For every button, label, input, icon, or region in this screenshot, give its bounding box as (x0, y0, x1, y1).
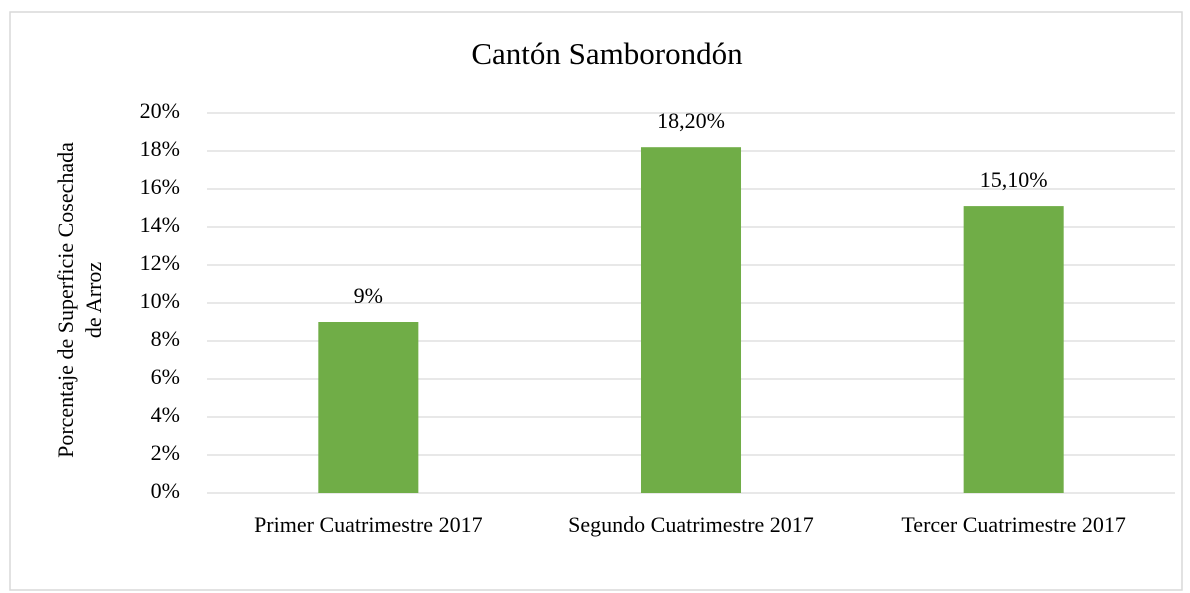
x-tick-label: Tercer Cuatrimestre 2017 (901, 512, 1126, 537)
y-axis-label: de Arroz (81, 262, 106, 339)
y-tick-label: 0% (151, 478, 180, 503)
y-tick-label: 20% (140, 98, 180, 123)
bar (640, 147, 742, 493)
data-label: 9% (354, 283, 383, 308)
y-tick-label: 16% (140, 174, 180, 199)
y-tick-label: 2% (151, 440, 180, 465)
y-tick-label: 4% (151, 402, 180, 427)
y-tick-label: 14% (140, 212, 180, 237)
bar (318, 322, 419, 493)
x-tick-label: Segundo Cuatrimestre 2017 (568, 512, 814, 537)
bar (963, 206, 1064, 493)
y-tick-label: 8% (151, 326, 180, 351)
x-tick-label: Primer Cuatrimestre 2017 (254, 512, 483, 537)
y-tick-label: 6% (151, 364, 180, 389)
data-label: 15,10% (980, 167, 1048, 192)
y-tick-label: 10% (140, 288, 180, 313)
data-label: 18,20% (657, 108, 725, 133)
y-tick-label: 18% (140, 136, 180, 161)
y-tick-label: 12% (140, 250, 180, 275)
chart-title: Cantón Samborondón (471, 36, 743, 71)
y-axis-label: Porcentaje de Superficie Cosechada (53, 142, 78, 458)
